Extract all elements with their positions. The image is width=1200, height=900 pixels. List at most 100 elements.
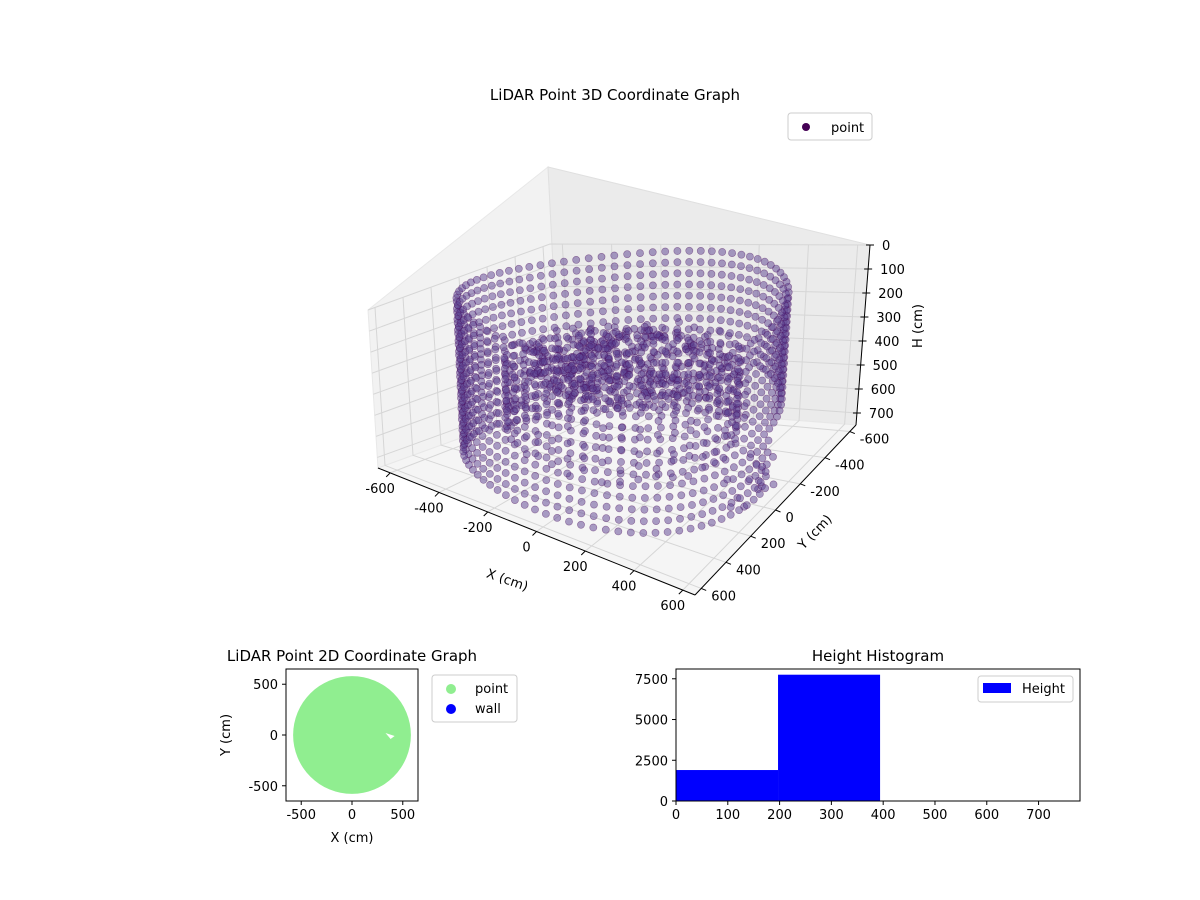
point-3d-146 [603, 491, 611, 500]
point-3d-1668 [661, 291, 670, 300]
point-3d-1030 [769, 452, 777, 461]
point-3d-1614 [741, 367, 750, 376]
point-3d-388 [522, 450, 531, 459]
point-3d-897 [757, 388, 766, 397]
point-3d-1334 [537, 282, 546, 291]
point-3d-87 [577, 497, 586, 506]
point-3d-1705 [673, 369, 682, 378]
point-3d-1573 [612, 349, 621, 358]
point-3d-1020 [765, 424, 774, 433]
point-3d-1558 [758, 304, 767, 313]
point-3d-1644 [649, 358, 658, 367]
point-3d-1582 [623, 283, 632, 291]
chart-histogram-legend-label: Height [1022, 682, 1065, 697]
point-3d-489 [697, 522, 706, 530]
point-3d-972 [755, 490, 764, 498]
point-3d-1609 [744, 310, 752, 319]
point-3d-1192 [507, 320, 516, 328]
point-3d-1535 [599, 318, 608, 326]
point-3d-1589 [625, 359, 633, 368]
point-3d-1198 [511, 383, 519, 392]
point-3d-337 [534, 438, 543, 446]
point-3d-1723 [714, 407, 723, 416]
point-3d-1578 [613, 404, 622, 413]
point-3d-74 [520, 500, 529, 509]
point-3d-1737 [684, 392, 693, 401]
point-3d-268 [652, 517, 660, 525]
grid-3d-y-4 [430, 287, 751, 537]
point-3d-1007 [485, 390, 494, 399]
point-3d-118 [501, 480, 510, 488]
point-3d-1747 [706, 337, 715, 346]
point-3d-1638 [649, 292, 657, 301]
point-3d-1464 [573, 288, 582, 297]
chart-histogram-bars [676, 674, 881, 801]
point-3d-430 [636, 433, 644, 442]
point-3d-1139 [499, 343, 508, 352]
point-3d-59 [565, 517, 573, 526]
point-3d-1728 [685, 291, 693, 300]
point-3d-905 [750, 483, 759, 492]
point-3d-1135 [497, 300, 506, 309]
point-3d-1539 [600, 361, 609, 370]
point-3d-104 [511, 496, 519, 504]
point-3d-295 [580, 454, 589, 463]
point-3d-289 [563, 454, 572, 463]
point-3d-1599 [751, 312, 760, 321]
point-3d-1601 [750, 335, 759, 344]
point-3d-488 [698, 510, 707, 518]
point-3d-1146 [503, 417, 512, 426]
point-3d-964 [762, 394, 771, 403]
point-3d-1523 [769, 311, 778, 320]
point-3d-1237 [520, 371, 528, 380]
point-3d-252 [473, 448, 481, 457]
point-3d-1003 [483, 347, 492, 356]
point-3d-978 [719, 453, 728, 462]
point-3d-71 [520, 467, 529, 476]
point-3d-1729 [685, 302, 693, 311]
point-3d-1391 [552, 366, 561, 375]
point-3d-1383 [548, 280, 557, 289]
point-3d-943 [476, 339, 485, 348]
point-3d-188 [617, 458, 625, 466]
point-3d-1574 [612, 360, 621, 369]
tick-label-3d-y-3: 0 [786, 511, 794, 526]
point-3d-950 [480, 413, 489, 422]
tick-label-hist-x-3: 300 [819, 808, 844, 823]
tick-label-3d-x-2: -200 [463, 521, 493, 536]
point-3d-825 [745, 465, 754, 474]
point-3d-1057 [769, 480, 778, 489]
point-3d-1289 [529, 359, 538, 367]
point-3d-1287 [528, 337, 537, 346]
point-3d-944 [476, 350, 485, 358]
point-3d-127 [591, 443, 600, 452]
point-3d-288 [563, 439, 572, 448]
point-3d-370 [679, 456, 688, 464]
point-3d-251 [472, 438, 481, 446]
point-3d-235 [641, 482, 650, 491]
point-3d-1239 [521, 392, 529, 401]
tick-3d-x-6 [678, 589, 684, 595]
point-3d-1688 [725, 351, 734, 360]
point-3d-1733 [684, 347, 693, 356]
point-3d-1517 [589, 395, 597, 404]
point-3d-1475 [577, 407, 586, 416]
point-3d-617 [720, 467, 729, 476]
point-3d-7 [542, 431, 551, 439]
point-3d-1708 [673, 403, 681, 412]
point-3d-372 [678, 479, 686, 488]
point-3d-1071 [490, 334, 499, 343]
point-3d-387 [522, 432, 531, 441]
point-3d-1689 [725, 363, 733, 372]
point-3d-1731 [684, 325, 693, 334]
tick-label-hist-x-6: 600 [974, 808, 999, 823]
point-3d-1140 [500, 354, 509, 362]
point-3d-996 [479, 273, 488, 282]
point-3d-28 [553, 502, 562, 511]
chart-2d-axes: -500 0 500 -500 0 500 [248, 678, 415, 823]
chart-2d-legend-label-wall: wall [475, 702, 501, 717]
point-3d-290 [563, 469, 572, 478]
point-3d-116 [501, 457, 510, 466]
point-3d-336 [534, 430, 543, 439]
point-3d-58 [565, 506, 574, 515]
